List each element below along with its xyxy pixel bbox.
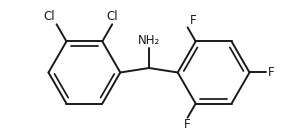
Text: F: F [184, 118, 191, 132]
Text: F: F [190, 13, 196, 27]
Text: Cl: Cl [106, 10, 118, 23]
Text: Cl: Cl [43, 10, 55, 23]
Text: F: F [268, 66, 274, 79]
Text: NH₂: NH₂ [138, 34, 160, 47]
